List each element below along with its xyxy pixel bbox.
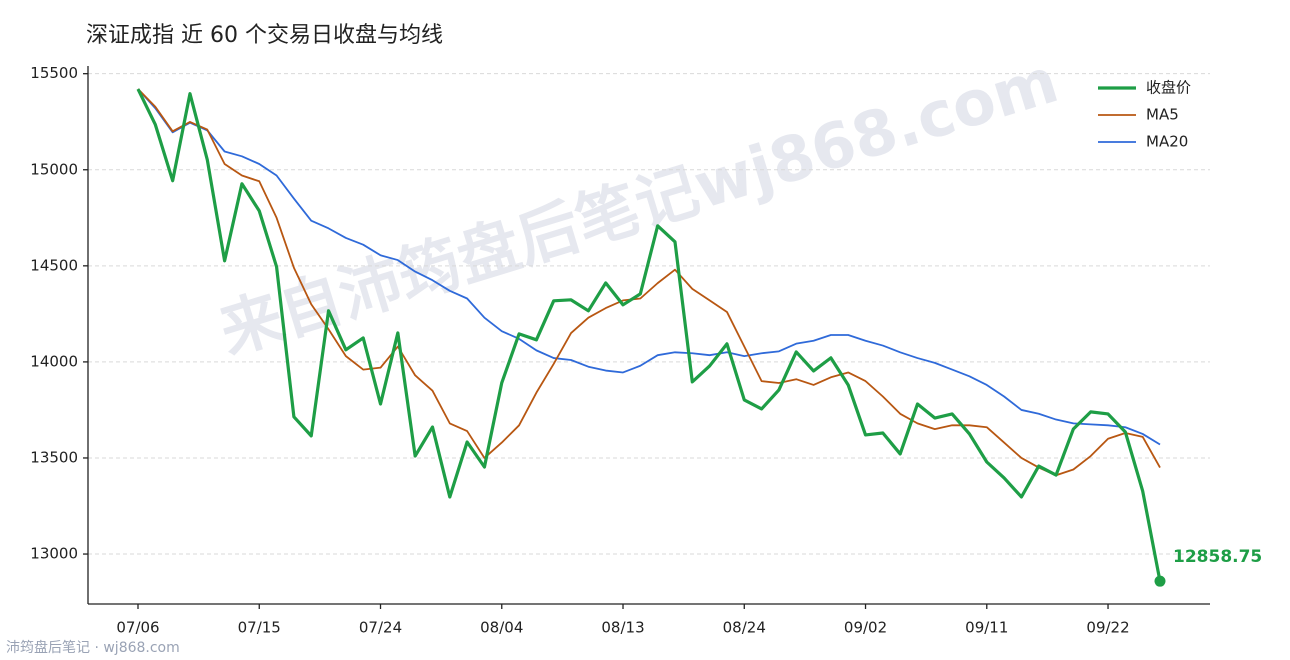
footer: 沛筠盘后笔记 · wj868.com bbox=[6, 639, 180, 656]
y-tick-label: 13000 bbox=[30, 545, 78, 563]
series-line bbox=[137, 88, 1161, 477]
y-tick-label: 15000 bbox=[30, 160, 78, 178]
x-tick-label: 07/24 bbox=[359, 619, 402, 637]
x-tick-label: 09/22 bbox=[1086, 619, 1129, 637]
chart-title: 深证成指 近 60 个交易日收盘与均线 bbox=[86, 23, 443, 48]
x-tick-label: 08/04 bbox=[480, 619, 523, 637]
y-tick-label: 14000 bbox=[30, 352, 78, 370]
legend-label: MA20 bbox=[1146, 133, 1188, 151]
x-tick-label: 09/02 bbox=[844, 619, 887, 637]
series-line bbox=[137, 88, 1161, 446]
x-tick-label: 08/24 bbox=[723, 619, 766, 637]
last-value-label: 12858.75 bbox=[1173, 547, 1262, 567]
y-tick-label: 13500 bbox=[30, 448, 78, 466]
x-tick-label: 08/13 bbox=[601, 619, 644, 637]
y-tick-label: 15500 bbox=[30, 64, 78, 82]
legend-label: MA5 bbox=[1146, 106, 1179, 124]
x-tick-label: 07/15 bbox=[238, 619, 281, 637]
x-tick-label: 09/11 bbox=[965, 619, 1008, 637]
legend-label: 收盘价 bbox=[1146, 79, 1191, 97]
y-tick-label: 14500 bbox=[30, 256, 78, 274]
last-point bbox=[1154, 575, 1166, 587]
series-line bbox=[136, 88, 1162, 582]
x-tick-label: 07/06 bbox=[116, 619, 159, 637]
watermark: 来自沛筠盘后笔记wj868.com bbox=[211, 43, 1066, 368]
